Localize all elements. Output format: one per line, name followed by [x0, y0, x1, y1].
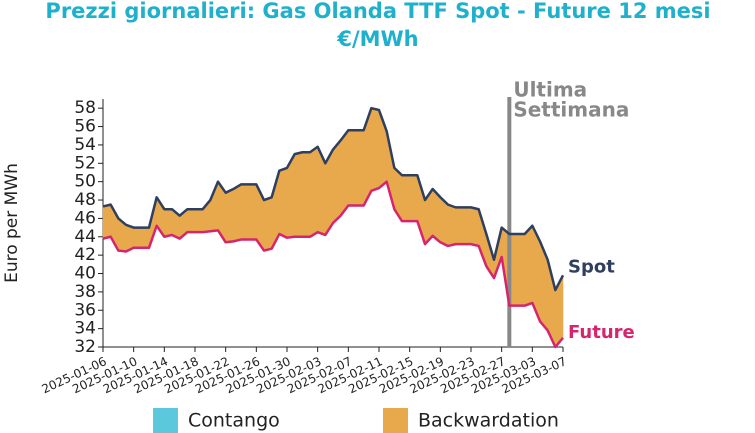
- fill-segment: [102, 204, 111, 239]
- y-tick-label: 52: [74, 153, 96, 173]
- y-tick-label: 48: [74, 190, 96, 210]
- fill-segment: [233, 183, 242, 242]
- legend-label: Backwardation: [418, 410, 559, 432]
- y-tick-label: 50: [74, 172, 96, 192]
- y-tick-label: 42: [74, 245, 96, 265]
- series-label: Spot: [568, 256, 615, 277]
- y-tick-label: 34: [74, 319, 96, 339]
- fill-segment: [187, 208, 196, 233]
- fill-segment: [409, 174, 418, 222]
- fill-segment: [309, 146, 318, 238]
- chart-title: Prezzi giornalieri: Gas Olanda TTF Spot …: [45, 0, 710, 23]
- fill-segment: [240, 184, 249, 240]
- fill-segment: [355, 129, 364, 206]
- series-label: Future: [568, 322, 635, 343]
- fill-segment: [263, 196, 272, 251]
- annotation-text: Settimana: [513, 98, 629, 122]
- fill-segment: [455, 207, 464, 245]
- chart-subtitle: €/MWh: [336, 27, 418, 51]
- y-tick-label: 40: [74, 264, 96, 284]
- fill-segment: [302, 152, 311, 238]
- y-tick-label: 38: [74, 282, 96, 302]
- legend-label: Contango: [188, 410, 280, 432]
- fill-segment: [294, 151, 303, 238]
- y-tick-label: 58: [74, 98, 96, 118]
- fill-segment: [470, 207, 479, 247]
- y-tick-label: 44: [74, 227, 96, 247]
- annotation-text: Ultima: [513, 78, 587, 102]
- y-tick-label: 56: [74, 117, 96, 137]
- fill-segment: [340, 129, 349, 217]
- fill-segment: [194, 208, 203, 233]
- fill-segment: [164, 208, 173, 238]
- series-line: [102, 106, 565, 292]
- legend-swatch: [153, 408, 178, 433]
- y-tick-label: 54: [74, 135, 96, 155]
- legend-swatch: [383, 408, 408, 433]
- fill-segment: [524, 225, 533, 307]
- y-axis-label: Euro per MWh: [2, 163, 22, 283]
- y-tick-label: 36: [74, 300, 96, 320]
- fill-segment: [248, 184, 257, 240]
- fill-segment: [463, 207, 472, 245]
- series-line: [102, 180, 564, 349]
- fill-segment: [348, 129, 357, 206]
- fill-segment: [225, 188, 234, 243]
- fill-segment: [401, 174, 410, 222]
- y-tick-label: 32: [74, 337, 96, 357]
- fill-segment: [141, 227, 150, 249]
- y-tick-label: 46: [74, 208, 96, 228]
- fill-segment: [371, 107, 380, 192]
- fill-segment: [516, 233, 525, 306]
- fill-segment: [279, 167, 288, 239]
- fill-segment: [332, 139, 341, 224]
- fill-segment: [447, 204, 456, 247]
- fill-segment: [133, 227, 142, 249]
